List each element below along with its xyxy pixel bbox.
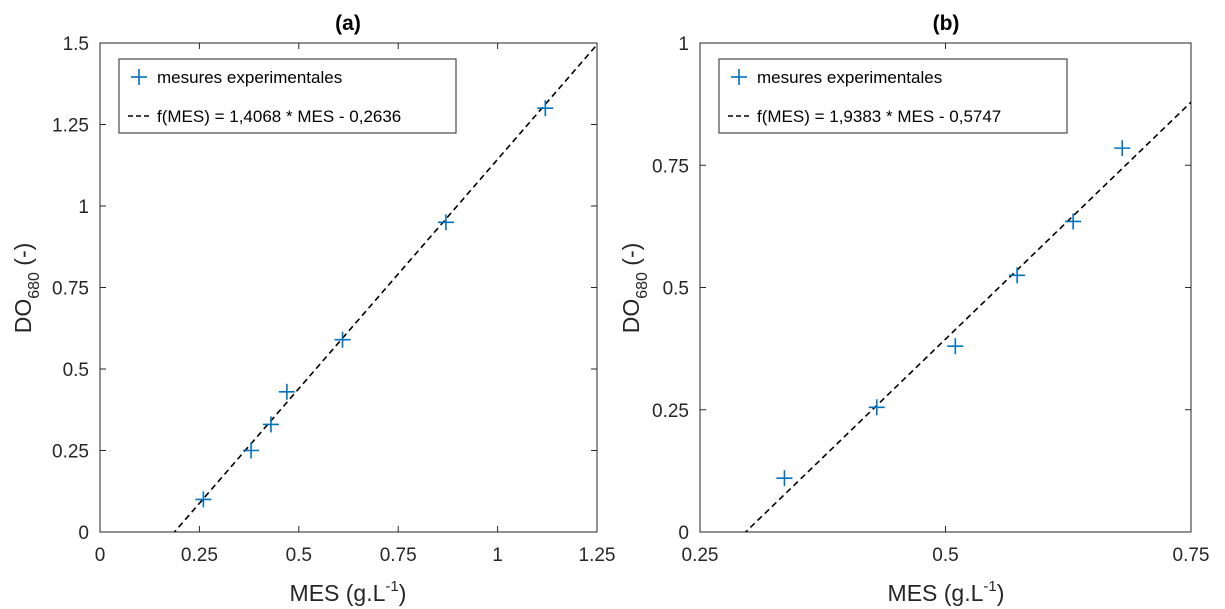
legend-marker-measurements <box>131 69 147 85</box>
y-axis-label: DO680 (-) <box>618 243 651 334</box>
plot-content <box>744 101 1191 532</box>
legend-box <box>118 58 457 134</box>
data-point <box>195 491 212 508</box>
y-tick-label: 0.25 <box>652 401 689 422</box>
y-tick-label: 0 <box>678 523 689 544</box>
x-axis-label: MES (g.L-1) <box>290 578 407 606</box>
y-axis-label: DO680 (-) <box>10 243 43 334</box>
y-tick-label: 0.75 <box>652 156 689 177</box>
data-point <box>1065 213 1082 230</box>
x-tick-labels: 0 0.25 0.5 0.75 1 1.25 <box>95 545 616 566</box>
x-tick-label: 1 <box>492 545 503 566</box>
x-tick-label: 0 <box>95 545 106 566</box>
data-point <box>947 338 964 355</box>
legend-label-measurements: mesures experimentales <box>157 68 342 87</box>
data-point <box>1114 140 1131 157</box>
data-point <box>868 399 885 416</box>
legend-label-fit-line: f(MES) = 1,9383 * MES - 0,5747 <box>757 107 1001 126</box>
chart-panel-b: 0.25 0.5 0.75 00.250.50.751 (b) MES (g.L-1… <box>618 12 1209 606</box>
data-point <box>262 416 279 433</box>
fit-line <box>173 44 597 532</box>
legend-marker-measurements <box>731 69 747 85</box>
data-point <box>1009 267 1026 284</box>
data-point <box>278 383 295 400</box>
y-tick-label: 0.75 <box>52 279 89 300</box>
data-point <box>334 331 351 348</box>
x-axis-label: MES (g.L-1) <box>888 578 1005 606</box>
legend: mesures experimentales f(MES) = 1,9383 *… <box>718 58 1068 134</box>
data-point <box>537 100 554 117</box>
chart-panel-a: 0 0.25 0.5 0.75 1 1.25 0 0.25 0.5 0.75 1 1.25 1.5 (… <box>10 12 616 606</box>
chart-title: (a) <box>335 12 361 35</box>
x-tick-label: 0.5 <box>286 545 312 566</box>
y-tick-label: 0.25 <box>52 442 89 463</box>
x-tick-label: 0.75 <box>1173 545 1210 566</box>
y-tick-labels: 0 0.25 0.5 0.75 1 <box>652 34 689 544</box>
y-tick-label: 1 <box>678 34 689 55</box>
x-tick-label: 0.5 <box>932 545 958 566</box>
fit-line <box>744 101 1191 532</box>
y-tick-labels: 0 0.25 0.5 0.75 1 1.25 1.5 <box>52 34 89 544</box>
legend-label-measurements: mesures experimentales <box>757 68 942 87</box>
x-tick-label: 1.25 <box>579 545 616 566</box>
y-tick-label: 1.25 <box>52 116 89 137</box>
x-tick-label: 0.25 <box>682 545 719 566</box>
legend: mesures experimentales f(MES) = 1,4068 *… <box>118 58 457 134</box>
y-tick-label: 0.5 <box>663 279 689 300</box>
y-tick-label: 0.5 <box>63 360 89 381</box>
axis-ticks <box>99 42 598 533</box>
x-tick-label: 0.25 <box>181 545 218 566</box>
chart-title: (b) <box>933 12 960 35</box>
y-tick-label: 1.5 <box>63 34 89 55</box>
y-tick-label: 1 <box>78 197 89 218</box>
y-tick-label: 0 <box>78 523 89 544</box>
axis-ticks <box>699 42 1192 533</box>
data-point <box>776 470 793 487</box>
legend-box <box>718 58 1068 134</box>
plot-content <box>173 44 597 532</box>
data-point <box>437 214 454 231</box>
x-tick-label: 0.75 <box>380 545 417 566</box>
legend-label-fit-line: f(MES) = 1,4068 * MES - 0,2636 <box>157 107 401 126</box>
data-point <box>243 442 260 459</box>
x-tick-labels: 0.25 0.5 0.75 <box>682 545 1210 566</box>
